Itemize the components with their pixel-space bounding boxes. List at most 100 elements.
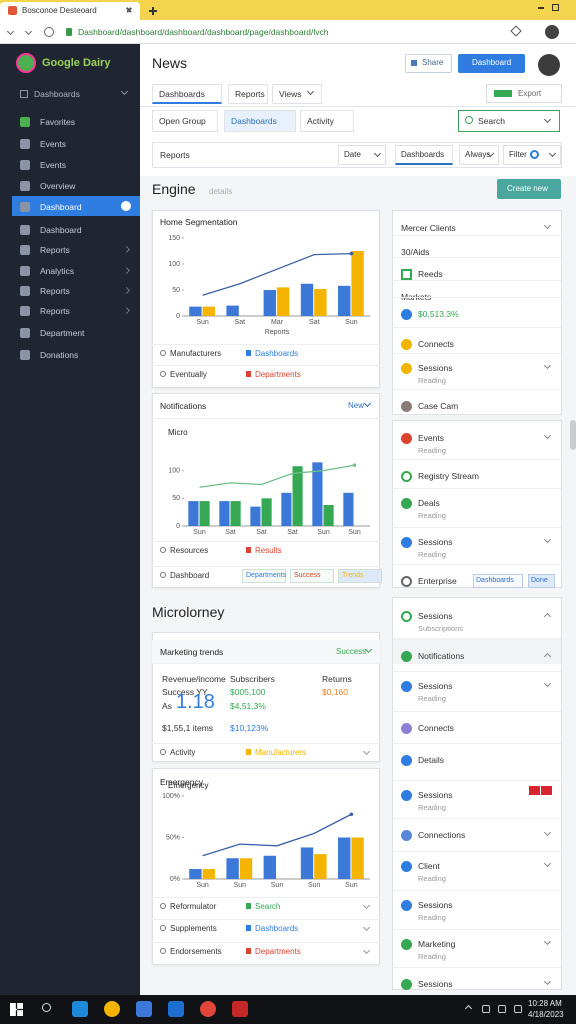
list-title[interactable]: Mercer Clients (401, 223, 456, 233)
label[interactable]: Endorsements (170, 947, 222, 956)
primary-label[interactable]: Dashboard (472, 58, 512, 67)
label[interactable]: Supplements (170, 924, 217, 933)
row-value[interactable]: Dashboards (255, 924, 299, 933)
window-max[interactable] (552, 4, 559, 11)
label[interactable]: Reports (160, 150, 190, 160)
list-title[interactable]: Sessions (418, 363, 453, 373)
tab-label[interactable]: Reports (235, 89, 265, 99)
search-box[interactable] (458, 110, 560, 132)
subtab-label[interactable]: Dashboards (231, 116, 277, 126)
label[interactable]: Dashboard (170, 571, 210, 580)
card-action[interactable]: New (348, 401, 365, 410)
list-title[interactable]: Connects (418, 723, 454, 733)
label[interactable]: Notifications (160, 401, 207, 411)
list-title[interactable]: Connects (418, 339, 454, 349)
list-title[interactable]: Sessions (418, 900, 453, 910)
sidebar-item[interactable]: Reports (40, 306, 70, 316)
label[interactable]: Marketing trends (160, 647, 224, 657)
label[interactable]: Eventually (170, 370, 207, 379)
reload[interactable] (44, 27, 54, 37)
new-tab[interactable] (152, 7, 154, 15)
window-min[interactable] (538, 7, 544, 9)
label[interactable]: 10:28 AM (528, 999, 562, 1008)
label[interactable]: Home Segmentation (160, 217, 238, 227)
tab[interactable] (228, 84, 268, 104)
row-value[interactable]: Departments (255, 947, 301, 956)
taskbar-app[interactable] (168, 1001, 184, 1017)
list-title[interactable]: Enterprise (418, 576, 457, 586)
tag[interactable] (290, 569, 334, 583)
export-button[interactable] (486, 84, 562, 103)
export-label[interactable]: Export (518, 89, 542, 98)
row-value[interactable]: Results (255, 546, 282, 555)
sidebar-item[interactable]: Donations (40, 350, 79, 360)
tag-label[interactable]: Success (294, 572, 321, 579)
tag[interactable] (528, 574, 555, 588)
filter-option-label[interactable]: Date (344, 150, 361, 159)
tab[interactable] (272, 84, 322, 104)
tag[interactable] (338, 569, 382, 583)
search-label[interactable]: Search (478, 116, 505, 126)
create-label[interactable]: Create new (507, 184, 548, 193)
primary-button[interactable] (458, 54, 525, 73)
filter-option[interactable] (459, 145, 499, 165)
list-title[interactable]: Events (418, 433, 444, 443)
browser-tab[interactable] (0, 2, 140, 20)
row-value[interactable]: Departments (255, 370, 301, 379)
label[interactable]: Engine (152, 181, 196, 197)
sidebar-item[interactable]: Events (40, 139, 66, 149)
row-value[interactable]: Dashboards (255, 349, 299, 358)
label[interactable]: Google Dairy (42, 57, 111, 69)
sidebar-item[interactable]: Overview (40, 181, 76, 191)
tag[interactable] (473, 574, 523, 588)
label[interactable]: Manufacturers (170, 349, 222, 358)
filter-option-label[interactable]: Always (465, 150, 491, 159)
profile-icon[interactable] (545, 25, 559, 39)
list-title[interactable]: Notifications (418, 651, 465, 661)
share-label[interactable]: Share (422, 58, 444, 67)
tab-label[interactable]: Dashboards (159, 89, 205, 99)
sidebar-item[interactable]: Dashboard (40, 202, 82, 212)
tab-title[interactable]: Bosconoe Desteoard (22, 6, 97, 15)
subtab-label[interactable]: Activity (307, 116, 334, 126)
sidebar-item[interactable]: Reports (40, 245, 70, 255)
list-title[interactable]: Reeds (418, 269, 443, 279)
tag-label[interactable]: Done (531, 577, 548, 584)
filter-option-label[interactable]: Filter (509, 150, 527, 159)
card-action[interactable]: Success (336, 647, 367, 656)
url[interactable]: Dashboard/dashboard/dashboard/dashboard/… (78, 27, 329, 37)
tag-label[interactable]: Departments (246, 572, 287, 579)
subtab-label[interactable]: Open Group (159, 116, 206, 126)
filter-option[interactable] (338, 145, 386, 165)
sidebar-item[interactable]: Reports (40, 286, 70, 296)
list-title[interactable]: Registry Stream (418, 471, 479, 481)
tag[interactable] (242, 569, 286, 583)
tab-label[interactable]: Views (279, 89, 302, 99)
list-title[interactable]: $0,513.3% (418, 309, 459, 319)
sidebar-item[interactable]: Department (40, 328, 85, 338)
list-title[interactable]: Marketing (418, 939, 456, 949)
label[interactable]: Resources (170, 546, 209, 555)
label[interactable]: Activity (170, 748, 196, 757)
subtab[interactable] (300, 110, 354, 132)
filter-option[interactable] (395, 145, 453, 165)
filter-option-label[interactable]: Dashboards (401, 150, 445, 159)
taskbar-app[interactable] (136, 1001, 152, 1017)
share-button[interactable] (405, 54, 452, 73)
start-button[interactable] (10, 1003, 23, 1016)
search-task[interactable] (42, 1003, 51, 1012)
list-title[interactable]: Sessions (418, 537, 453, 547)
taskbar-app[interactable] (104, 1001, 120, 1017)
list-title[interactable]: Client (418, 861, 440, 871)
sidebar-item[interactable]: Favorites (40, 117, 75, 127)
sidebar-item[interactable]: Analytics (40, 266, 75, 276)
row-value[interactable]: Manufacturers (255, 748, 307, 757)
subtab[interactable] (224, 110, 296, 132)
list-title[interactable]: Sessions (418, 611, 453, 621)
label[interactable]: Emergency (160, 777, 203, 787)
label[interactable]: details (209, 187, 233, 196)
taskbar-app[interactable] (72, 1001, 88, 1017)
list-title[interactable]: Sessions (418, 790, 453, 800)
list-title[interactable]: Sessions (418, 681, 453, 691)
create-button[interactable] (497, 179, 561, 199)
